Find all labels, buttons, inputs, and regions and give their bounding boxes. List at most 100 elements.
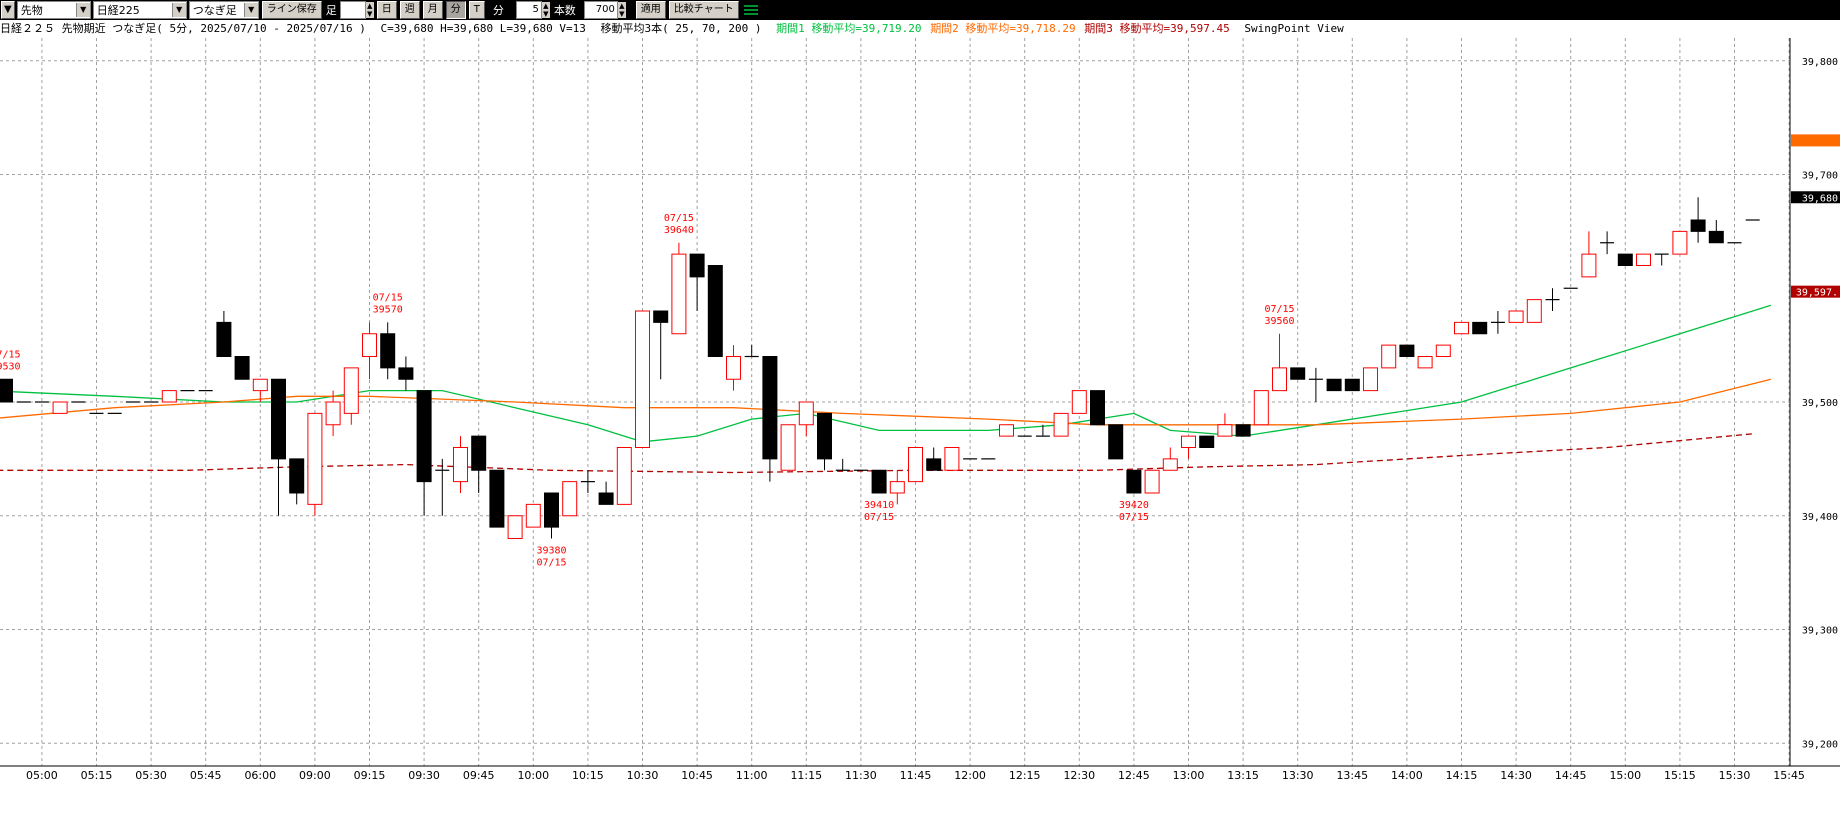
candle-body [689,253,705,278]
candlestick-chart[interactable]: 07/153953007/15395703938007/1507/1539640… [0,38,1840,821]
tick-button[interactable]: T [468,1,485,19]
y-tick-label: 39,800 [1802,57,1838,68]
contract-select[interactable]: つなぎ足 ▼ [188,1,259,19]
x-tick-label: 11:30 [845,769,877,782]
price-tag-label: 39,730 [1802,136,1838,147]
ohlcv-info: C=39,680 H=39,680 L=39,680 V=13 [380,22,586,35]
candle-body [1636,253,1651,266]
count-input[interactable]: 700 [583,1,618,19]
view-mode-info: SwingPoint View [1244,22,1344,35]
candle-body [1526,299,1542,323]
candle-body [1363,367,1378,392]
instrument-info: 日経２２５ 先物期近 つなぎ足( 5分, 2025/07/10 - 2025/0… [0,22,366,35]
candle-body [1253,390,1269,426]
candle-body [271,378,286,460]
x-tick-label: 12:15 [1009,769,1041,782]
candle-body [889,481,905,494]
candle-body [1162,458,1178,471]
candle-body [507,515,523,539]
chevron-down-icon: ▼ [171,3,186,17]
candle-body [234,356,250,380]
candle-body [635,310,650,448]
spinner-icon[interactable]: ▲ ▼ [617,2,626,18]
x-tick-label: 05:45 [190,769,222,782]
candle-body [525,503,541,528]
x-tick-label: 06:00 [244,769,276,782]
candle-body [1508,310,1524,323]
minute-button[interactable]: 分 [445,1,466,19]
candle-body [252,378,268,392]
candle-body [1144,469,1160,494]
ma3-info: 期間3 移動平均=39,597.45 [1084,22,1230,35]
spinner-icon[interactable]: ▲ ▼ [541,2,550,18]
save-line-button[interactable]: ライン保存 [261,1,322,19]
x-tick-label: 11:00 [736,769,768,782]
instrument-select[interactable]: 日経225 ▼ [92,1,187,19]
candle-body [1690,219,1706,232]
candles [0,197,1760,539]
ma-title: 移動平均3本( 25, 70, 200 ) [600,22,762,35]
candle-body [798,401,814,426]
candle-body [0,378,13,403]
candle-body [944,447,960,471]
chart-info-bar: 日経２２５ 先物期近 つなぎ足( 5分, 2025/07/10 - 2025/0… [0,20,1790,38]
x-tick-label: 13:45 [1336,769,1368,782]
minute-value-input[interactable]: 5 [515,1,542,19]
compare-chart-button[interactable]: 比較チャート [668,1,739,19]
candle-body [762,356,778,460]
month-button[interactable]: 月 [422,1,443,19]
chevron-down-icon: ▼ [75,3,90,17]
apply-button[interactable]: 適用 [635,1,666,19]
candle-body [1344,378,1360,392]
candle-body [1053,412,1069,437]
swing-point-price: 39420 [1119,500,1149,511]
price-tag [1791,285,1840,298]
menu-dropdown-button[interactable]: ▼ [1,1,15,19]
period-input[interactable] [339,1,366,19]
x-tick-label: 13:00 [1173,769,1205,782]
x-tick-label: 14:15 [1446,769,1478,782]
candle-body [1435,344,1451,357]
ma1-info: 期間1 移動平均=39,719.20 [776,22,922,35]
swing-points: 07/153953007/15395703938007/1507/1539640… [0,213,1295,569]
x-tick-label: 15:00 [1609,769,1641,782]
moving-average-line [0,433,1753,474]
x-tick-label: 15:45 [1773,769,1805,782]
candle-body [726,356,741,380]
candle-body [1417,356,1433,369]
candle-body [908,447,923,483]
x-tick-label: 14:30 [1500,769,1532,782]
x-tick-label: 05:15 [81,769,113,782]
y-tick-label: 39,300 [1802,626,1838,637]
candle-body [707,265,723,357]
swing-point-date: 07/15 [373,292,403,303]
candle-body [1290,367,1306,380]
x-tick-label: 09:30 [408,769,440,782]
candle-body [1326,378,1342,392]
chevron-down-icon: ▼ [243,3,258,17]
moving-average-line [0,304,1772,443]
indicator-icon[interactable] [742,3,760,17]
candle-body [343,367,359,414]
x-tick-label: 13:15 [1227,769,1259,782]
toolbar: ▼ 先物 ▼ 日経225 ▼ つなぎ足 ▼ ライン保存 足 ▲ ▼ 日 週 月 分 T … [0,0,1840,20]
candle-body [544,492,559,528]
day-button[interactable]: 日 [376,1,397,19]
x-tick-label: 12:00 [954,769,986,782]
price-tag-label: 39,680 [1802,193,1838,204]
instrument-select-value: 日経225 [96,4,140,17]
week-button[interactable]: 週 [399,1,420,19]
count-label: 本数 [553,4,576,17]
candle-body [362,333,377,357]
y-tick-label: 39,700 [1802,171,1838,182]
swing-point-price: 39410 [864,500,894,511]
swing-point-price: 39640 [664,225,694,236]
spinner-icon[interactable]: ▲ ▼ [365,2,374,18]
candle-body [1617,253,1633,266]
x-tick-label: 14:45 [1555,769,1587,782]
swing-point-price: 39380 [536,546,566,557]
market-select[interactable]: 先物 ▼ [16,1,91,19]
x-tick-label: 10:00 [517,769,549,782]
candle-body [1399,344,1415,357]
y-tick-label: 39,200 [1802,739,1838,750]
